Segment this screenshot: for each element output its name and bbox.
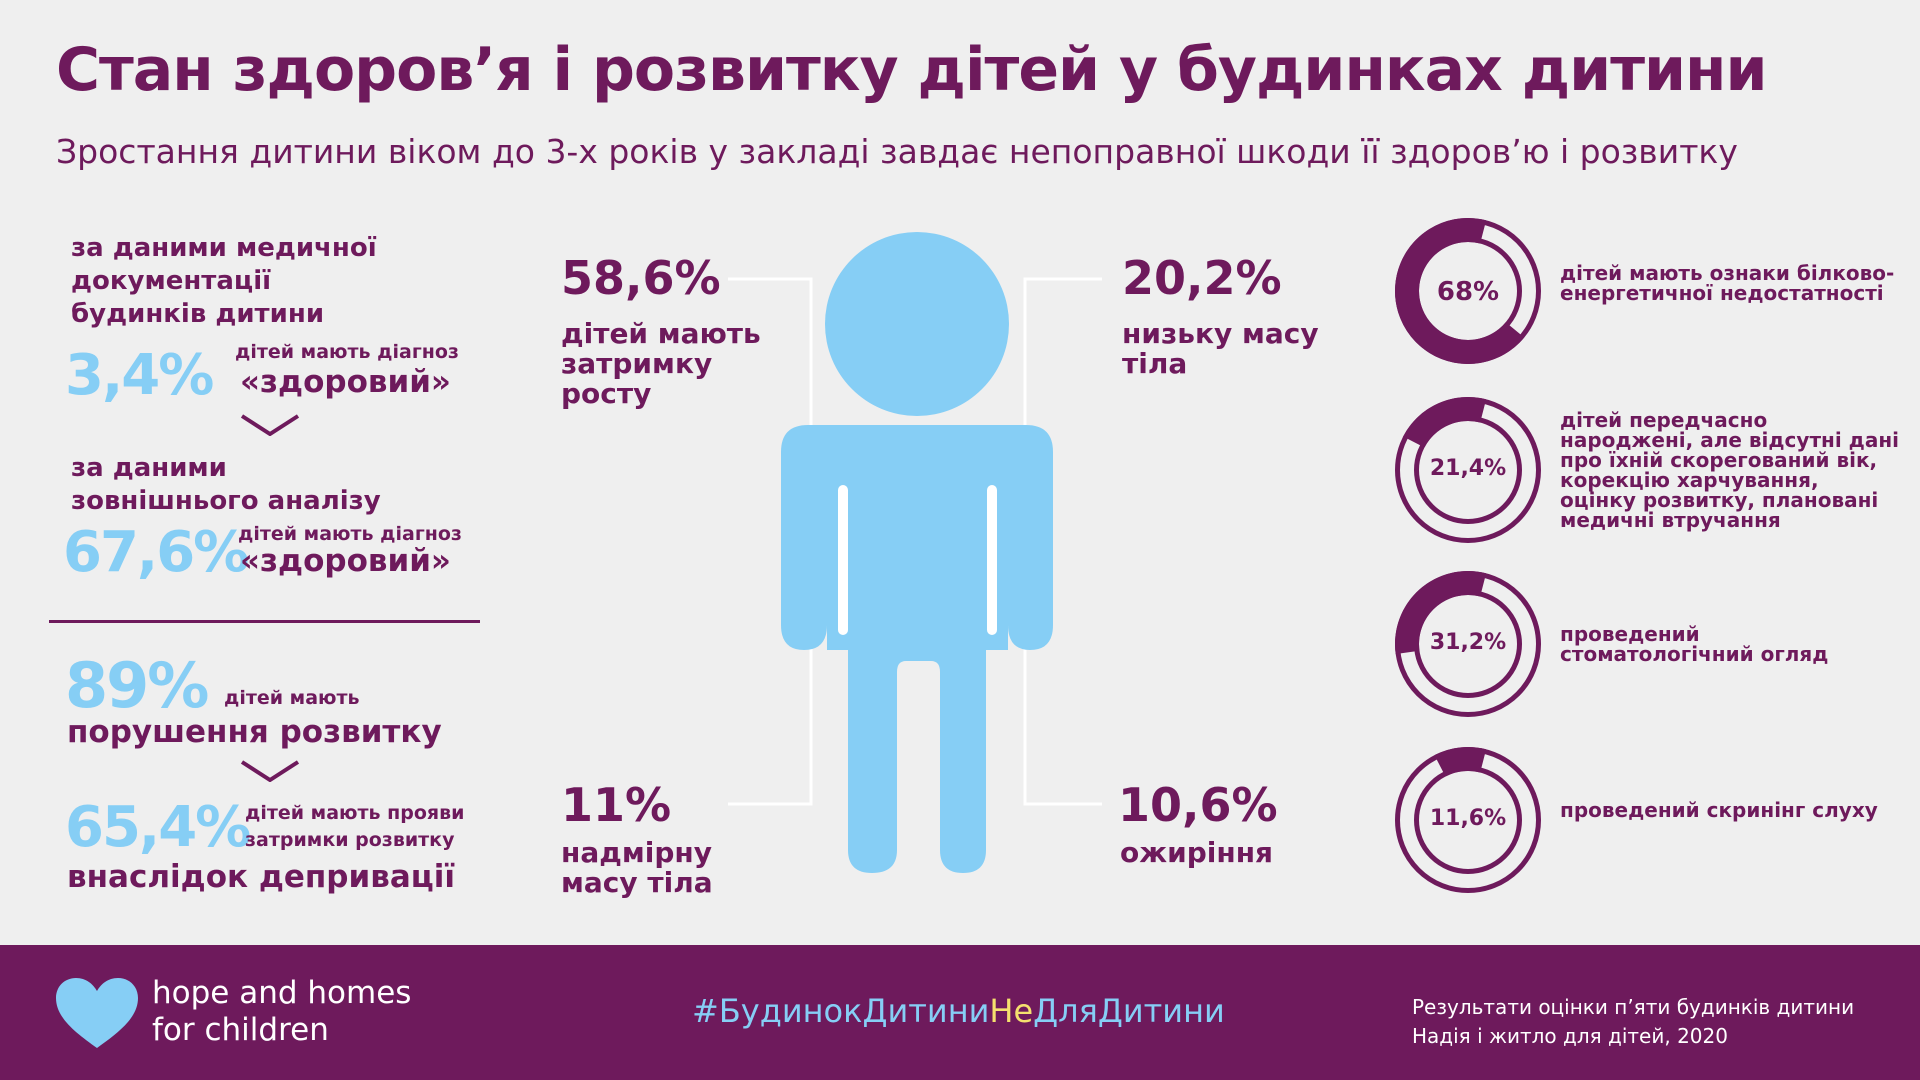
source-line-1: Результати оцінки п’яти будинків дитини: [1412, 995, 1855, 1019]
donut-pct: 21,4%: [1429, 456, 1507, 481]
donut-label: дітей передчасно народжені, але відсутні…: [1560, 408, 1900, 532]
divider: [49, 620, 480, 623]
head: [825, 232, 1009, 416]
donut-label: дітей мають ознаки білково-енергетичної …: [1560, 261, 1895, 305]
donut-label: проведений скринінг слуху: [1560, 798, 1878, 822]
chevron-down-icon: [240, 760, 300, 782]
overweight-pct: 11%: [561, 778, 672, 832]
depr-text-2: затримки розвитку: [245, 829, 455, 851]
footer: hope and homes for children #БудинокДити…: [0, 945, 1920, 1080]
depr-pct: 65,4%: [65, 795, 251, 860]
low-weight-pct: 20,2%: [1122, 251, 1282, 305]
body: [781, 425, 1053, 873]
donut-pct: 68%: [1436, 277, 1500, 307]
growth-label: дітей мають затримку росту: [561, 317, 761, 410]
chevron-down-icon: [240, 414, 300, 436]
obesity-label: ожиріння: [1120, 836, 1274, 869]
external-source-label: за даними зовнішнього аналізу: [71, 453, 381, 516]
logo-line-1: hope and homes: [152, 975, 412, 1011]
donut-fill: [1434, 747, 1487, 777]
medical-pct: 3,4%: [65, 343, 214, 408]
medical-text: дітей мають діагноз: [235, 341, 459, 363]
external-pct: 67,6%: [63, 520, 249, 585]
donut-fill: [1403, 397, 1487, 448]
logo-line-2: for children: [152, 1012, 329, 1048]
obesity-pct: 10,6%: [1118, 778, 1278, 832]
donut-chart: [1395, 571, 1541, 717]
donut-fill: [1395, 218, 1525, 364]
external-quote: «здоровий»: [240, 543, 451, 579]
donut-label: проведений стоматологічний огляд: [1560, 622, 1829, 666]
overweight-label: надмірну масу тіла: [561, 836, 713, 899]
donut-chart: [1395, 747, 1541, 893]
source-line-2: Надія і житло для дітей, 2020: [1412, 1024, 1728, 1048]
dev-title: порушення розвитку: [67, 714, 442, 750]
page-subtitle: Зростання дитини віком до 3-х років у за…: [56, 132, 1738, 171]
medical-quote: «здоровий»: [240, 364, 451, 400]
connector-lines: [728, 277, 1102, 806]
donut-chart: [1395, 218, 1541, 364]
donut-pct: 11,6%: [1429, 806, 1507, 831]
donut-chart: [1395, 397, 1541, 543]
hashtag-part-3: ДляДитини: [1033, 992, 1225, 1030]
hashtag-part-1: #БудинокДитини: [692, 992, 990, 1030]
external-text: дітей мають діагноз: [238, 523, 462, 545]
growth-pct: 58,6%: [561, 251, 721, 305]
dev-text: дітей мають: [224, 687, 360, 709]
donut-fill: [1395, 571, 1487, 655]
page-title: Стан здоров’я і розвитку дітей у будинка…: [56, 35, 1768, 105]
low-weight-label: низьку масу тіла: [1122, 317, 1319, 380]
medical-source-label: за даними медичної документації будинків…: [71, 233, 377, 329]
heart-logo-icon: [56, 978, 138, 1048]
depr-title: внаслідок депривації: [67, 859, 455, 895]
depr-text-1: дітей мають прояви: [245, 802, 465, 824]
hashtag: #БудинокДитиниНеДляДитини: [692, 995, 1225, 1027]
dev-pct: 89%: [65, 649, 209, 722]
hashtag-part-2: Не: [989, 992, 1034, 1030]
donut-pct: 31,2%: [1429, 630, 1507, 655]
